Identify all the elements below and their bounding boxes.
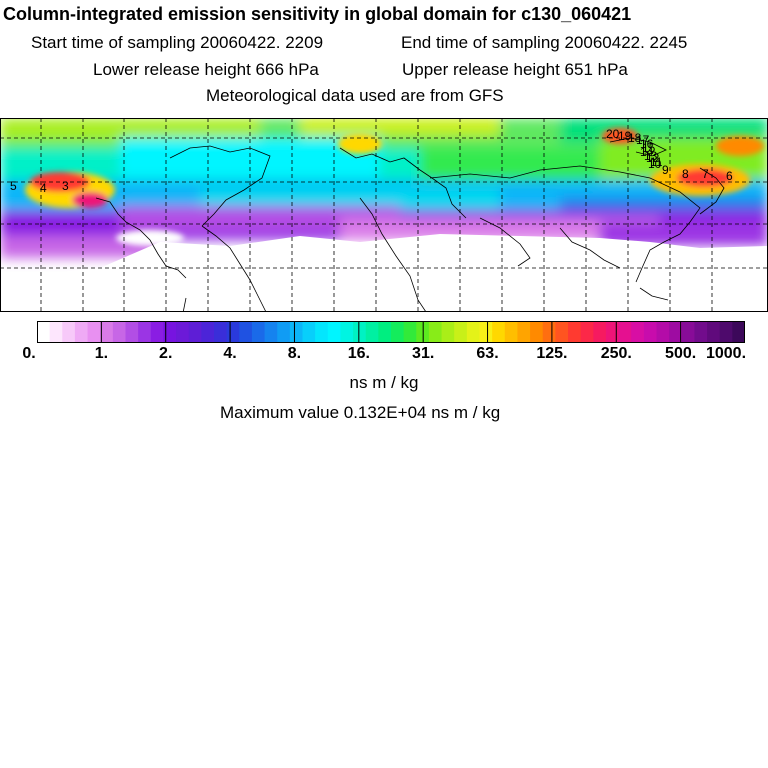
meteorological-data-note: Meteorological data used are from GFS bbox=[206, 86, 504, 105]
traj-label-3: 3 bbox=[62, 179, 69, 193]
color-swatch bbox=[479, 321, 493, 343]
lower-release-height: Lower release height 666 hPa bbox=[93, 60, 319, 79]
color-swatch bbox=[403, 321, 417, 343]
color-swatch bbox=[365, 321, 379, 343]
color-swatch bbox=[201, 321, 215, 343]
color-swatch bbox=[125, 321, 139, 343]
colorbar-tick-label: 31. bbox=[412, 345, 435, 362]
colorbar-tick-label: 63. bbox=[476, 345, 499, 362]
traj-label-5: 5 bbox=[10, 179, 17, 193]
color-swatch bbox=[568, 321, 582, 343]
color-swatch bbox=[631, 321, 645, 343]
color-swatch bbox=[37, 321, 51, 343]
color-swatch bbox=[643, 321, 657, 343]
upper-release-height: Upper release height 651 hPa bbox=[402, 60, 628, 79]
color-swatch bbox=[656, 321, 670, 343]
color-swatch bbox=[62, 321, 76, 343]
maximum-value-label: Maximum value 0.132E+04 ns m / kg bbox=[220, 403, 501, 422]
traj-label-14: 14 bbox=[640, 145, 654, 159]
color-swatch bbox=[530, 321, 544, 343]
color-swatch bbox=[176, 321, 190, 343]
color-swatch bbox=[542, 321, 556, 343]
color-swatch bbox=[555, 321, 569, 343]
color-swatch bbox=[327, 321, 341, 343]
figure-title: Column-integrated emission sensitivity i… bbox=[3, 4, 632, 24]
start-time-label: Start time of sampling 20060422. 2209 bbox=[31, 33, 324, 52]
color-swatch bbox=[719, 321, 733, 343]
colorbar-tick-label: 0. bbox=[22, 345, 36, 362]
traj-label-8: 8 bbox=[682, 167, 689, 181]
colorbar-tick-label: 16. bbox=[347, 345, 370, 362]
colorbar-tick-label: 250. bbox=[600, 345, 632, 362]
color-swatch bbox=[138, 321, 152, 343]
traj-label-19: 19 bbox=[618, 129, 632, 143]
traj-label-4: 4 bbox=[40, 181, 47, 195]
lat-lon-grid bbox=[0, 118, 768, 312]
color-swatch bbox=[277, 321, 291, 343]
units-label: ns m / kg bbox=[349, 373, 419, 392]
color-swatch bbox=[289, 321, 303, 343]
sensitivity-map: 5 4 3 20 19 18 17 16 15 14 13 12 11 10 9… bbox=[0, 118, 768, 312]
color-swatch bbox=[391, 321, 405, 343]
color-swatch bbox=[605, 321, 620, 343]
color-swatch bbox=[441, 321, 455, 343]
color-swatch bbox=[251, 321, 266, 343]
color-swatch bbox=[517, 321, 531, 343]
color-swatch bbox=[264, 321, 278, 343]
color-swatch bbox=[707, 321, 721, 343]
colorbar-tick-label: 4. bbox=[223, 345, 237, 362]
color-swatch bbox=[580, 321, 594, 343]
color-swatch bbox=[214, 321, 228, 343]
traj-label-20: 20 bbox=[606, 127, 620, 141]
end-time-label: End time of sampling 20060422. 2245 bbox=[401, 33, 688, 52]
color-swatch bbox=[49, 321, 63, 343]
colorbar-tick-label: 500. bbox=[665, 345, 697, 362]
color-swatch bbox=[302, 321, 316, 343]
traj-label-18: 18 bbox=[628, 131, 642, 145]
traj-label-17: 17 bbox=[636, 133, 650, 147]
color-swatch bbox=[669, 321, 683, 343]
color-swatch bbox=[618, 321, 632, 343]
traj-label-13: 13 bbox=[644, 149, 658, 163]
color-swatch bbox=[492, 321, 506, 343]
traj-label-16: 16 bbox=[640, 137, 654, 151]
traj-label-6: 6 bbox=[726, 169, 733, 183]
color-swatch bbox=[239, 321, 253, 343]
colorbar-tick-label: 1. bbox=[94, 345, 109, 362]
color-scale-bar bbox=[37, 321, 745, 343]
color-swatch bbox=[188, 321, 202, 343]
trajectory-labels: 5 4 3 20 19 18 17 16 15 14 13 12 11 10 9… bbox=[10, 127, 733, 195]
color-swatch bbox=[226, 321, 240, 343]
color-swatch bbox=[694, 321, 708, 343]
color-swatch bbox=[340, 321, 354, 343]
color-swatch bbox=[466, 321, 480, 343]
color-swatch bbox=[163, 321, 177, 343]
color-swatch bbox=[100, 321, 114, 343]
color-swatch bbox=[150, 321, 164, 343]
traj-label-10: 10 bbox=[648, 157, 662, 171]
color-swatch bbox=[428, 321, 443, 343]
traj-label-15: 15 bbox=[642, 141, 656, 155]
color-swatch bbox=[593, 321, 607, 343]
traj-label-12: 12 bbox=[646, 151, 660, 165]
traj-label-9: 9 bbox=[662, 163, 669, 177]
colorbar-frame bbox=[37, 321, 745, 343]
color-swatch bbox=[87, 321, 101, 343]
colorbar-tick-label: 8. bbox=[287, 345, 302, 362]
color-swatch bbox=[454, 321, 468, 343]
traj-label-11: 11 bbox=[650, 155, 663, 169]
colorbar-tick-label: 1000. bbox=[705, 345, 747, 362]
color-swatch bbox=[732, 321, 745, 343]
color-swatch bbox=[74, 321, 89, 343]
colorbar-tick-label: 125. bbox=[536, 345, 568, 362]
color-swatch bbox=[353, 321, 367, 343]
emission-field: 5 4 3 20 19 18 17 16 15 14 13 12 11 10 9… bbox=[0, 118, 768, 312]
colorbar-tick-label: 2. bbox=[159, 345, 173, 362]
color-swatch bbox=[315, 321, 329, 343]
color-swatch bbox=[504, 321, 518, 343]
color-swatch bbox=[681, 321, 695, 343]
traj-label-7: 7 bbox=[702, 167, 709, 181]
color-swatch bbox=[378, 321, 392, 343]
color-swatch bbox=[112, 321, 126, 343]
